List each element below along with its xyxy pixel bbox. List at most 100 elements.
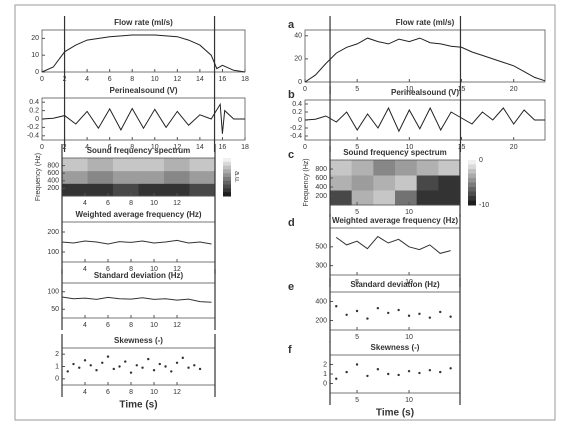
y-tick-label: 20 <box>31 35 39 42</box>
colorbar-tick-label: -10 <box>479 202 489 209</box>
x-tick-label: 5 <box>355 209 359 216</box>
panel-letter: e <box>288 281 294 293</box>
y-tick-label: 10 <box>31 52 39 59</box>
heatmap-cell <box>438 190 461 206</box>
colorbar-segment <box>468 178 476 183</box>
colorbar-segment <box>223 177 231 182</box>
x-tick-label: 18 <box>241 76 249 83</box>
panel-title: Sound frequency spectrum <box>343 148 447 157</box>
x-tick-label: 4 <box>83 266 87 273</box>
data-point <box>428 369 432 372</box>
y-tick-label: 500 <box>315 244 327 251</box>
x-tick-label: 20 <box>510 86 518 93</box>
y-tick-label: -0.2 <box>27 124 39 131</box>
y-tick-label: 800 <box>47 162 59 169</box>
data-point <box>135 364 138 367</box>
heatmap-cell <box>330 175 353 191</box>
x-tick-label: 18 <box>241 144 249 151</box>
x-tick-label: 15 <box>458 144 466 151</box>
data-point <box>449 315 452 318</box>
data-point <box>95 369 98 372</box>
data-point <box>78 366 81 369</box>
heatmap-cell <box>138 158 165 172</box>
data-point <box>387 311 390 315</box>
heatmap-cell <box>395 190 418 206</box>
x-tick-label: 5 <box>355 144 359 151</box>
colorbar-segment <box>468 164 476 170</box>
data-point <box>345 370 348 374</box>
panel-title: Perinealsound (V) <box>391 88 459 97</box>
data-point <box>449 367 452 370</box>
heatmap-cell <box>189 183 216 197</box>
y-tick-label: 0 <box>298 79 302 86</box>
y-tick-label: 40 <box>294 33 302 40</box>
panel-title: Flow rate (ml/s) <box>114 18 173 27</box>
data-line <box>61 296 212 303</box>
colorbar-segment <box>468 173 476 179</box>
data-point <box>152 369 156 372</box>
x-tick-label: 8 <box>130 76 134 83</box>
data-point <box>366 317 369 320</box>
data-point <box>112 367 115 371</box>
y-tick-label: -0.4 <box>290 133 302 140</box>
colorbar-segment <box>223 173 231 178</box>
x-tick-label: 10 <box>405 279 413 286</box>
data-point <box>407 369 411 373</box>
x-tick-label: 10 <box>150 389 158 396</box>
heatmap-cell <box>373 190 396 206</box>
colorbar-segment <box>468 160 476 165</box>
data-point <box>198 367 202 371</box>
heatmap-cell <box>351 190 374 206</box>
y-tick-label: 2 <box>55 351 59 358</box>
data-line <box>41 34 246 73</box>
data-point <box>428 316 432 319</box>
data-point <box>193 364 196 367</box>
plot-frame <box>41 29 246 73</box>
x-tick-label: 10 <box>151 144 159 151</box>
panel-letter: a <box>288 19 295 31</box>
heatmap-cell <box>164 158 190 172</box>
x-tick-label: 8 <box>129 322 133 329</box>
x-tick-label: 20 <box>510 144 518 151</box>
x-tick-label: 8 <box>129 266 133 273</box>
colorbar-segment <box>223 184 231 189</box>
y-tick-label: 0.2 <box>292 109 302 116</box>
x-tick-label: 8 <box>129 389 133 396</box>
x-tick-label: 8 <box>129 200 133 207</box>
colorbar-segment <box>223 161 231 167</box>
colorbar-segment <box>468 200 476 206</box>
x-tick-label: 0 <box>303 86 307 93</box>
x-tick-label: 6 <box>108 76 112 83</box>
y-tick-label: 100 <box>47 249 59 256</box>
x-tick-label: 6 <box>108 144 112 151</box>
heatmap-cell <box>87 170 114 184</box>
heatmap-cell <box>351 175 374 191</box>
data-point <box>83 359 87 362</box>
data-point <box>439 370 442 374</box>
y-tick-label: -0.4 <box>27 133 39 140</box>
x-tick-label: 10 <box>405 86 413 93</box>
x-tick-label: 8 <box>130 144 134 151</box>
data-point <box>181 356 184 360</box>
x-tick-label: 12 <box>173 144 181 151</box>
heatmap-cell <box>373 175 396 191</box>
x-tick-label: 12 <box>173 389 181 396</box>
x-tick-label: 14 <box>196 144 204 151</box>
x-tick-label: 6 <box>106 200 110 207</box>
x-tick-label: 16 <box>219 144 227 151</box>
data-line <box>61 239 212 245</box>
data-point <box>387 372 390 376</box>
data-point <box>418 371 421 375</box>
data-point <box>89 364 92 367</box>
heatmap-cell <box>113 158 139 172</box>
panel-title: Weighted average frequency (Hz) <box>332 216 458 225</box>
heatmap-cell <box>138 183 165 197</box>
x-tick-label: 10 <box>150 322 158 329</box>
y-tick-label: 600 <box>315 175 327 182</box>
heatmap-cell <box>138 170 165 184</box>
heatmap-cell <box>189 158 216 172</box>
y-tick-label: 300 <box>315 262 327 269</box>
data-point <box>170 370 173 373</box>
data-line <box>304 37 546 83</box>
x-tick-label: 5 <box>355 397 359 404</box>
